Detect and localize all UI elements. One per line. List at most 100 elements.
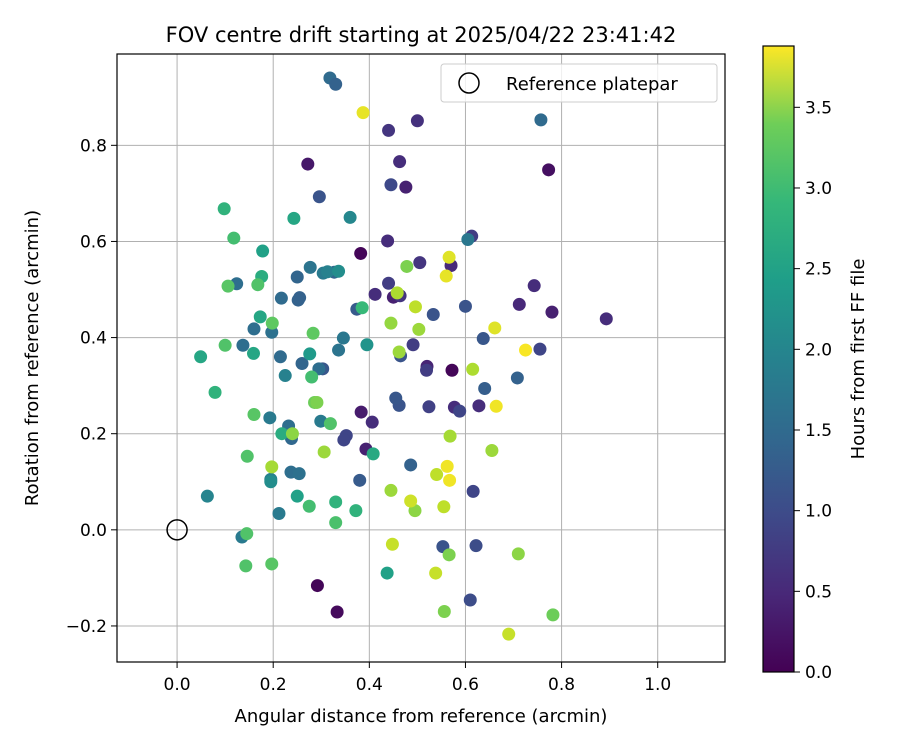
- data-point: [356, 106, 370, 120]
- data-point: [399, 180, 413, 194]
- data-point: [527, 279, 541, 293]
- data-point: [303, 260, 317, 274]
- data-point: [332, 264, 346, 278]
- y-tick-label: 0.0: [80, 521, 107, 541]
- data-point: [472, 399, 486, 413]
- plot-background: [117, 54, 725, 662]
- data-point: [246, 346, 260, 360]
- data-point: [393, 155, 407, 169]
- colorbar-tick-label: 3.5: [805, 98, 832, 118]
- data-point: [461, 233, 475, 247]
- data-point: [265, 316, 279, 330]
- data-point: [384, 316, 398, 330]
- data-point: [200, 489, 214, 503]
- data-point: [240, 449, 254, 463]
- data-point: [380, 566, 394, 580]
- data-point: [422, 400, 436, 414]
- data-point: [458, 299, 472, 313]
- scatter-points: [194, 71, 613, 641]
- data-point: [295, 357, 309, 371]
- data-point: [542, 163, 556, 177]
- data-point: [349, 504, 363, 518]
- colorbar-tick-label: 0.5: [805, 582, 832, 602]
- data-point: [381, 234, 395, 248]
- data-point: [384, 483, 398, 497]
- data-point: [534, 113, 548, 127]
- x-tick-label: 1.0: [644, 675, 671, 695]
- data-point: [275, 427, 289, 441]
- data-point: [272, 506, 286, 520]
- colorbar-label: Hours from first FF file: [848, 259, 869, 460]
- data-point: [317, 445, 331, 459]
- data-point: [236, 338, 250, 352]
- x-tick-label: 0.0: [164, 675, 191, 695]
- data-point: [323, 417, 337, 431]
- data-point: [510, 371, 524, 385]
- data-point: [329, 495, 343, 509]
- data-point: [218, 338, 232, 352]
- data-point: [264, 475, 278, 489]
- data-point: [412, 322, 426, 336]
- colorbar-gradient: [762, 45, 795, 673]
- colorbar-tick-label: 1.0: [805, 502, 832, 522]
- data-point: [469, 539, 483, 553]
- data-point: [533, 342, 547, 356]
- data-point: [400, 259, 414, 273]
- y-tick-label: −0.2: [66, 617, 107, 637]
- data-point: [321, 265, 335, 279]
- data-point: [332, 343, 346, 357]
- data-point: [227, 231, 241, 245]
- data-point: [292, 467, 306, 481]
- chart-title: FOV centre drift starting at 2025/04/22 …: [166, 23, 677, 47]
- data-point: [343, 210, 357, 224]
- colorbar-tick-label: 2.5: [805, 260, 832, 280]
- data-point: [512, 297, 526, 311]
- data-point: [478, 382, 492, 396]
- colorbar-tick-label: 3.0: [805, 179, 832, 199]
- y-tick-label: 0.6: [80, 232, 107, 252]
- data-point: [310, 395, 324, 409]
- x-tick-label: 0.6: [452, 675, 479, 695]
- data-point: [476, 332, 490, 346]
- data-point: [287, 211, 301, 225]
- data-point: [290, 270, 304, 284]
- data-point: [489, 399, 503, 413]
- data-point: [240, 527, 254, 541]
- y-tick-label: 0.4: [80, 329, 107, 349]
- data-point: [337, 433, 351, 447]
- data-point: [429, 566, 443, 580]
- y-tick-label: 0.2: [80, 425, 107, 445]
- data-point: [390, 286, 404, 300]
- data-point: [265, 325, 279, 339]
- data-point: [511, 547, 525, 561]
- data-point: [221, 279, 235, 293]
- data-point: [442, 250, 456, 264]
- data-point: [293, 291, 307, 305]
- data-point: [355, 301, 369, 315]
- data-point: [410, 114, 424, 128]
- data-point: [239, 559, 253, 573]
- data-point: [303, 347, 317, 361]
- x-tick-label: 0.8: [548, 675, 575, 695]
- colorbar-tick-label: 1.5: [805, 421, 832, 441]
- data-point: [437, 605, 451, 619]
- colorbar: 0.0 0.5 1.0 1.5 2.0 2.5 3.0 3.5 Hours from firs…: [762, 45, 869, 683]
- colorbar-tick-label: 0.0: [805, 663, 832, 683]
- data-point: [274, 291, 288, 305]
- y-axis-ticks: −0.2 0.0 0.2 0.4 0.6 0.8: [66, 136, 117, 637]
- data-point: [354, 246, 368, 260]
- data-point: [217, 202, 231, 216]
- data-point: [302, 499, 316, 513]
- reference-point: [166, 519, 188, 541]
- data-point: [453, 404, 467, 418]
- data-point: [353, 473, 367, 487]
- data-point: [265, 557, 279, 571]
- data-point: [502, 627, 516, 641]
- data-point: [263, 411, 277, 425]
- grid: [117, 54, 725, 662]
- data-point: [247, 322, 261, 336]
- data-point: [389, 391, 403, 405]
- data-point: [443, 473, 457, 487]
- colorbar-tick-label: 2.0: [805, 340, 832, 360]
- data-point: [599, 312, 613, 326]
